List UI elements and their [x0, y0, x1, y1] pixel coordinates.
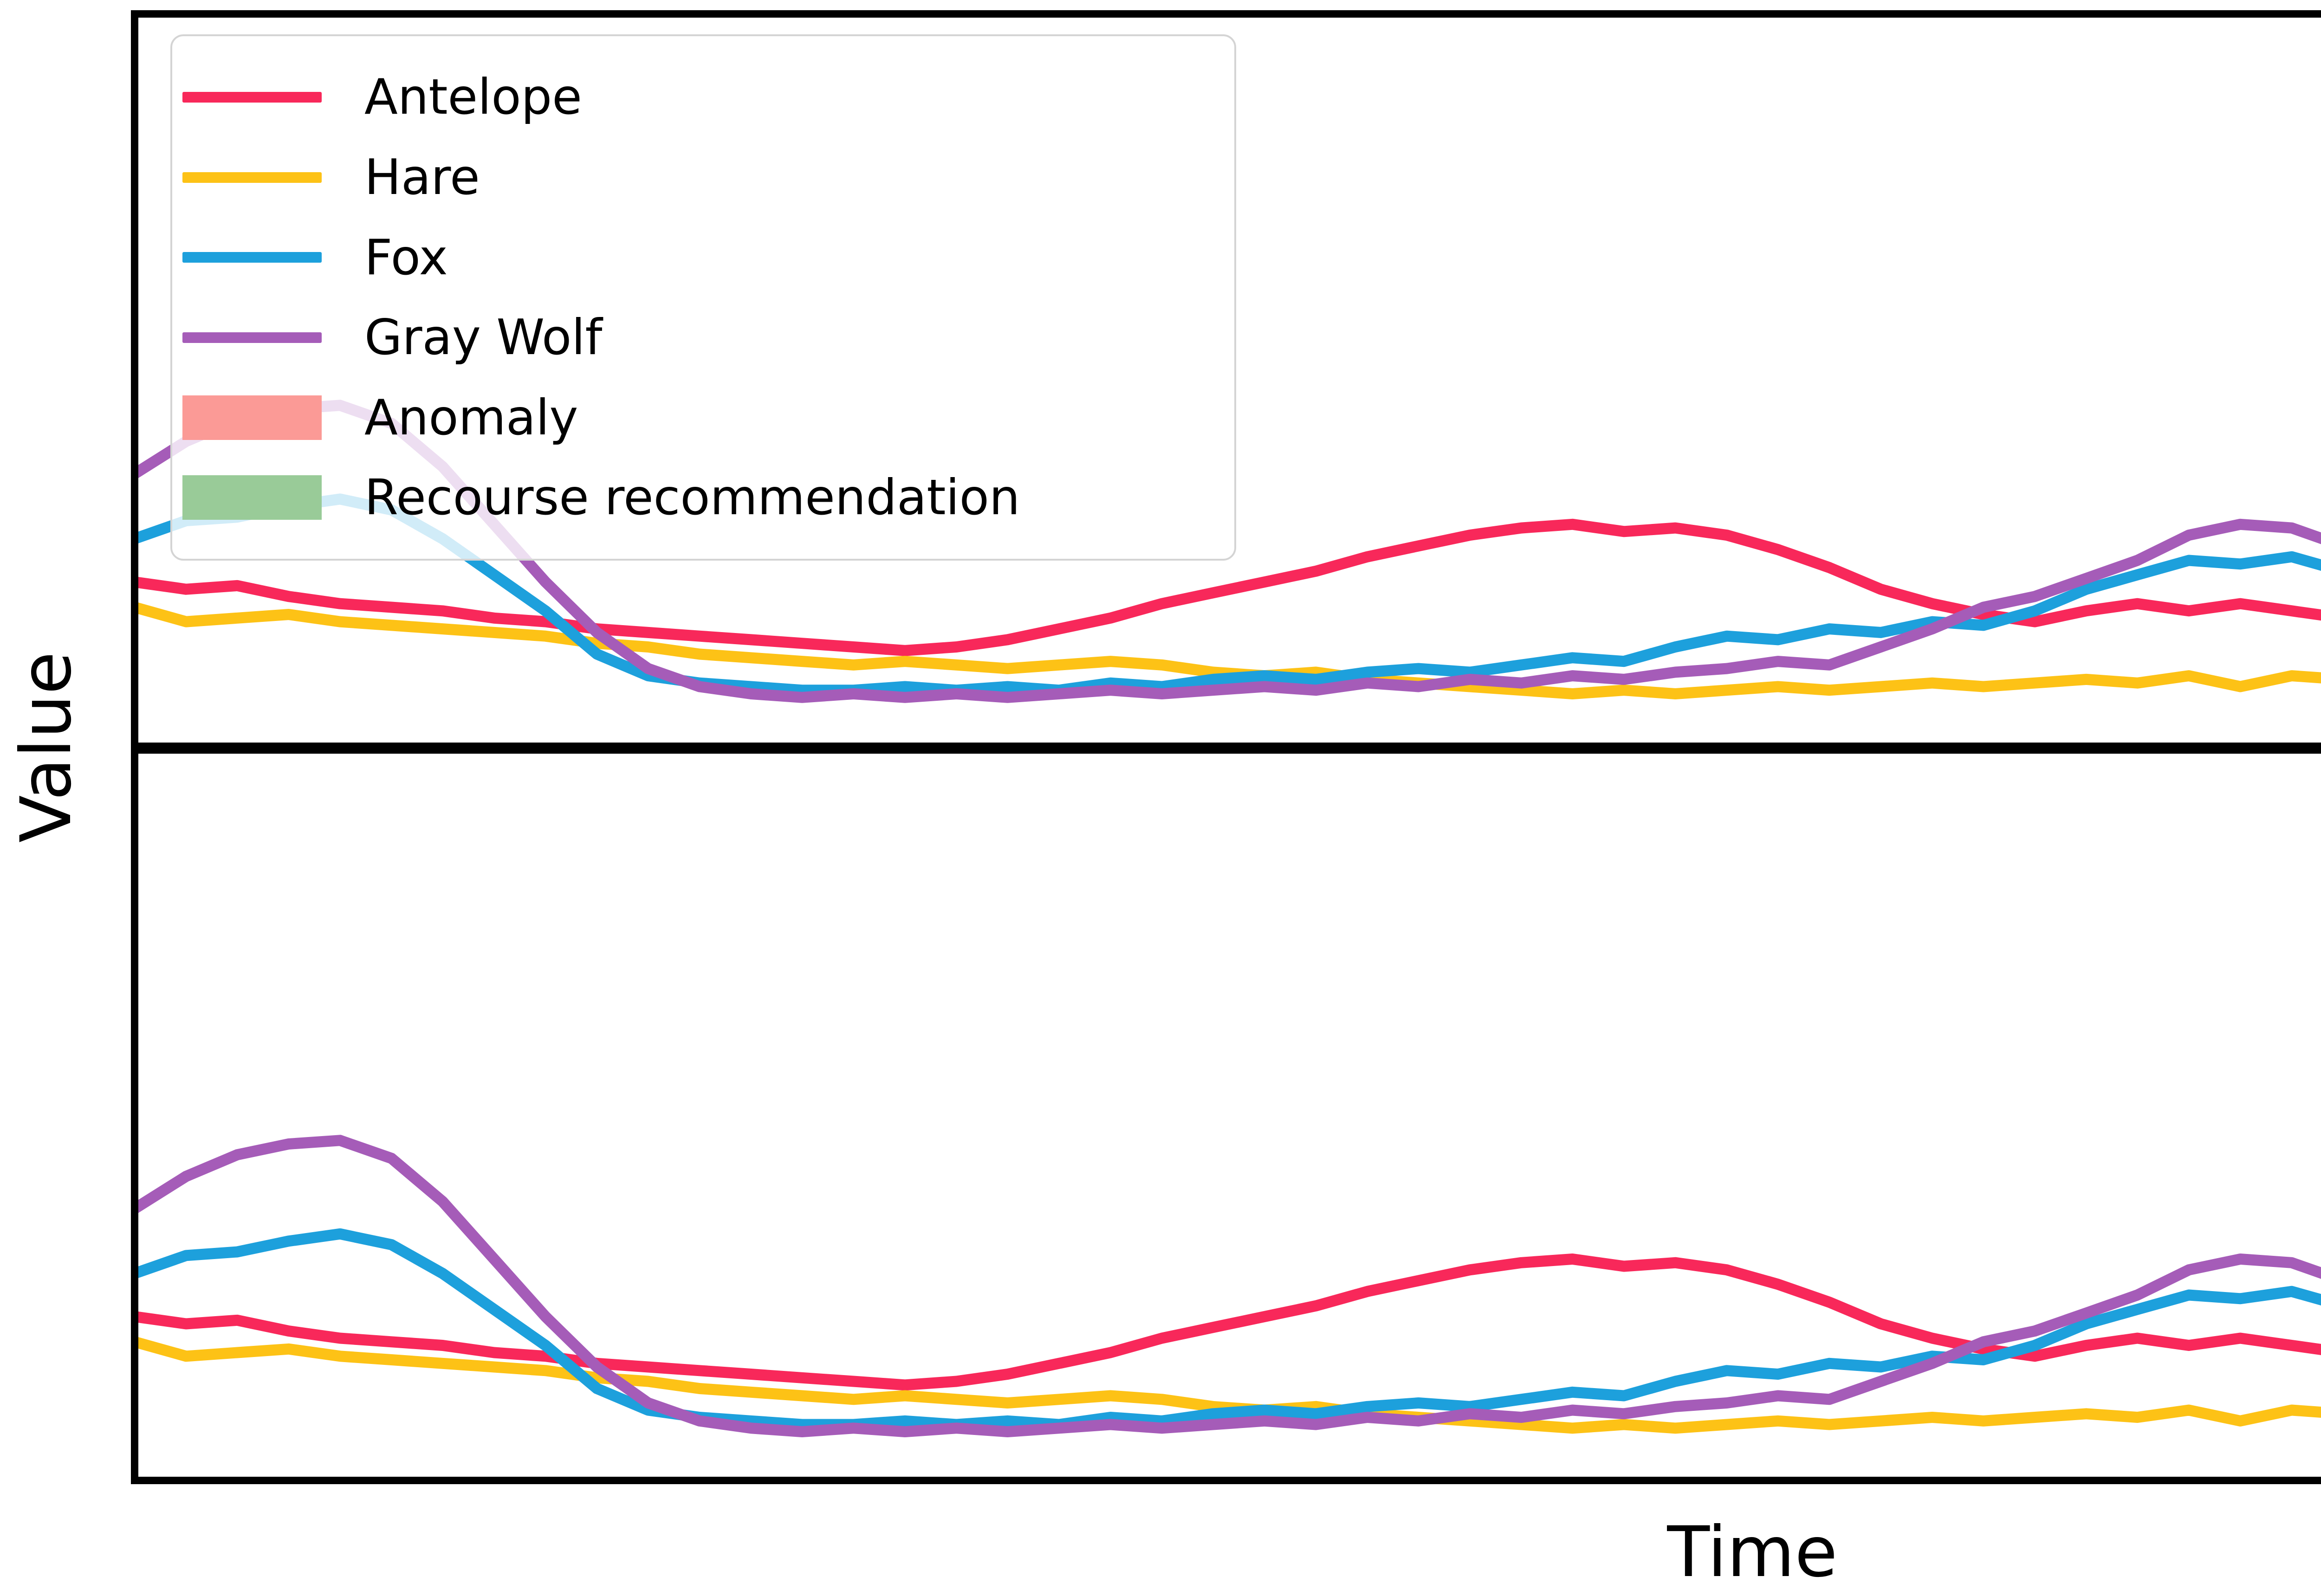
fox-line-swatch: [182, 252, 322, 263]
legend-item-hare: Hare: [182, 152, 1225, 203]
legend-label: Antelope: [364, 69, 582, 126]
x-axis-label: Time: [1667, 1512, 1838, 1593]
y-axis-label: Value: [6, 652, 87, 843]
antelope-line-swatch: [182, 91, 322, 103]
legend-label: Fox: [364, 229, 448, 286]
series-fox-recourse: [138, 1228, 2321, 1430]
legend-item-gray-wolf: Gray Wolf: [182, 312, 1225, 363]
recourse-recommendation-patch-swatch: [182, 475, 322, 520]
series-gray-wolf-observed: [138, 400, 2321, 703]
series-hare-observed: [138, 602, 2321, 699]
legend-item-antelope: Antelope: [182, 71, 1225, 123]
legend-label: Recourse recommendation: [364, 469, 1020, 526]
anomaly-patch-swatch: [182, 395, 322, 440]
gray-wolf-line-swatch: [182, 332, 322, 343]
series-antelope-observed: [138, 518, 2321, 656]
legend-label: Anomaly: [364, 389, 578, 446]
legend-item-recourse-recommendation: Recourse recommendation: [182, 472, 1225, 523]
legend: Antelope Hare Fox Gray Wolf Anomaly Recourse …: [170, 34, 1236, 561]
series-antelope-recourse: [138, 1254, 2321, 1391]
series-gray-wolf-recourse: [138, 1135, 2321, 1437]
legend-label: Gray Wolf: [364, 309, 603, 366]
legend-item-fox: Fox: [182, 232, 1225, 283]
legend-item-anomaly: Anomaly: [182, 392, 1225, 443]
hare-line-swatch: [182, 172, 322, 183]
legend-label: Hare: [364, 149, 480, 206]
panel-border-recourse: [131, 746, 2321, 1484]
